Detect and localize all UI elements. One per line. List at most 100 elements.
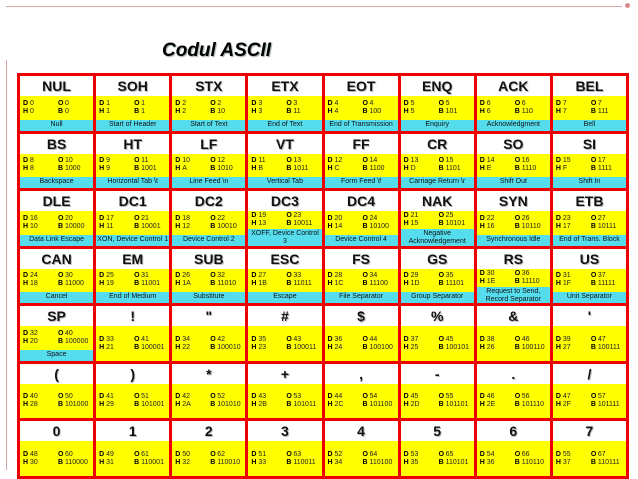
cell-symbol: SUB — [172, 248, 246, 269]
cell-values: D 41 O 51 H 29 B 101001 — [96, 384, 169, 419]
dec-value: 5 — [410, 99, 415, 107]
cell-description: Negative Acknowledgement — [400, 229, 474, 246]
hex-value: 17 — [562, 222, 571, 230]
hex-marker: H — [479, 343, 485, 351]
cell-symbol: * — [172, 363, 246, 384]
value-row-hex-bin: H 18 B 11000 — [23, 280, 90, 288]
dec-marker: D — [99, 99, 105, 107]
dec-value: 48 — [30, 450, 38, 458]
value-row-dec-oct: D 11 O 13 — [251, 157, 318, 165]
value-row-hex-bin: H 31 B 110001 — [99, 459, 166, 467]
value-row-dec-oct: D 26 O 32 — [175, 272, 242, 280]
hex-value: 3 — [258, 107, 263, 115]
hex-value: 13 — [258, 220, 267, 228]
oct-value: 6 — [521, 99, 526, 107]
bin-value: 10010 — [217, 222, 237, 230]
cell-description: Shift In — [552, 177, 626, 189]
bin-value: 100 — [369, 107, 382, 115]
cell-values: D 3 O 3 H 3 B 11 — [248, 96, 321, 120]
dec-marker: D — [99, 214, 105, 222]
bin-value: 100000 — [65, 338, 89, 346]
value-row-dec-oct: D 24 O 30 — [23, 272, 90, 280]
bin-marker: B — [210, 343, 216, 351]
hex-value: 14 — [334, 222, 343, 230]
bin-marker: B — [438, 280, 444, 288]
oct-marker: O — [438, 393, 445, 401]
value-row-hex-bin: H 21 B 100001 — [99, 344, 166, 352]
cell-description: End of Text — [248, 119, 322, 131]
ascii-cell: US D 31 O 37 H 1F B 11111 Unit Separator — [552, 248, 626, 304]
bin-value: 100011 — [293, 343, 317, 351]
value-row-hex-bin: H 30 B 110000 — [23, 459, 90, 467]
dec-value: 27 — [258, 272, 267, 280]
ascii-cell: SOH D 1 O 1 H 1 B 1 Start of Header — [96, 76, 170, 131]
oct-marker: O — [134, 157, 140, 165]
oct-value: 51 — [141, 393, 149, 401]
bin-marker: B — [514, 458, 520, 466]
dec-value: 50 — [182, 450, 191, 458]
value-row-dec-oct: D 13 O 15 — [404, 157, 471, 165]
hex-marker: H — [327, 343, 333, 351]
cell-values: D 8 O 10 H 8 B 1000 — [20, 154, 93, 178]
hex-marker: H — [175, 280, 181, 288]
hex-marker: H — [99, 343, 105, 351]
dec-marker: D — [403, 450, 409, 458]
dec-value: 23 — [562, 214, 571, 222]
cell-description: Carriage Return \r — [400, 177, 474, 189]
cell-description: Substitute — [172, 292, 246, 304]
dec-marker: D — [327, 214, 333, 222]
value-row-hex-bin: H 35 B 110101 — [404, 459, 471, 467]
cell-symbol: 0 — [20, 421, 94, 442]
hex-value: 32 — [182, 458, 191, 466]
ascii-cell: VT D 11 O 13 H B B 1011 Vertical Tab — [248, 133, 322, 189]
value-row-hex-bin: H 1C B 11100 — [328, 280, 395, 288]
dec-marker: D — [479, 269, 485, 277]
dec-value: 0 — [30, 99, 34, 107]
cell-symbol: NAK — [400, 191, 474, 212]
value-row-dec-oct: D 46 O 56 — [480, 393, 547, 401]
oct-value: 17 — [597, 157, 606, 165]
cell-symbol: VT — [248, 133, 322, 154]
dec-marker: D — [23, 330, 29, 338]
cell-values: D 51 O 63 H 33 B 110011 — [248, 441, 321, 476]
dec-value: 35 — [258, 335, 267, 343]
cell-values: D 32 O 40 H 20 B 100000 — [20, 326, 93, 350]
hex-value: 2 — [182, 107, 187, 115]
cell-symbol: ( — [20, 363, 94, 384]
oct-value: 56 — [521, 393, 530, 401]
hex-marker: H — [251, 165, 257, 173]
value-row-hex-bin: H 14 B 10100 — [328, 223, 395, 231]
dec-marker: D — [175, 272, 181, 280]
hex-marker: H — [327, 458, 333, 466]
cell-description: Form Feed \f — [324, 177, 398, 189]
oct-marker: O — [362, 157, 368, 165]
cell-description: Device Control 4 — [324, 234, 398, 246]
ascii-cell: BEL D 7 O 7 H 7 B 111 Bell — [552, 76, 626, 131]
cell-values: D 55 O 67 H 37 B 110111 — [553, 441, 626, 476]
bin-value: 101101 — [445, 401, 469, 409]
value-row-hex-bin: H 11 B 10001 — [99, 223, 166, 231]
cell-values: D 6 O 6 H 6 B 110 — [477, 96, 550, 120]
cell-symbol: BS — [20, 133, 94, 154]
value-row-hex-bin: H 10 B 10000 — [23, 223, 90, 231]
oct-value: 12 — [217, 157, 226, 165]
cell-description: Start of Text — [172, 119, 246, 131]
oct-marker: O — [210, 214, 216, 222]
bin-marker: B — [286, 107, 292, 115]
bin-value: 110111 — [597, 458, 620, 466]
hex-value: 9 — [106, 165, 111, 173]
cell-values: D 37 O 45 H 25 B 100101 — [401, 326, 474, 361]
value-row-dec-oct: D 48 O 60 — [23, 451, 90, 459]
oct-marker: O — [590, 214, 597, 222]
value-row-dec-oct: D 25 O 31 — [99, 272, 166, 280]
ascii-cell: 1 D 49 O 61 H 31 B 110001 — [96, 421, 170, 476]
ascii-cell: ESC D 27 O 33 H 1B B 11011 Escape — [248, 248, 322, 304]
value-row-dec-oct: D 36 O 44 — [328, 336, 395, 344]
value-row-dec-oct: D 9 O 11 — [99, 157, 166, 165]
oct-marker: O — [514, 99, 521, 107]
hex-marker: H — [479, 165, 485, 173]
ascii-cell: CAN D 24 O 30 H 18 B 11000 Cancel — [20, 248, 94, 304]
hex-value: 1B — [258, 280, 267, 288]
